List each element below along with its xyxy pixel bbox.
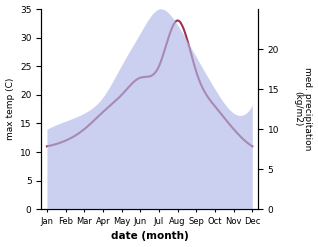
Y-axis label: max temp (C): max temp (C) <box>5 78 15 140</box>
X-axis label: date (month): date (month) <box>111 231 189 242</box>
Y-axis label: med. precipitation
(kg/m2): med. precipitation (kg/m2) <box>293 67 313 151</box>
